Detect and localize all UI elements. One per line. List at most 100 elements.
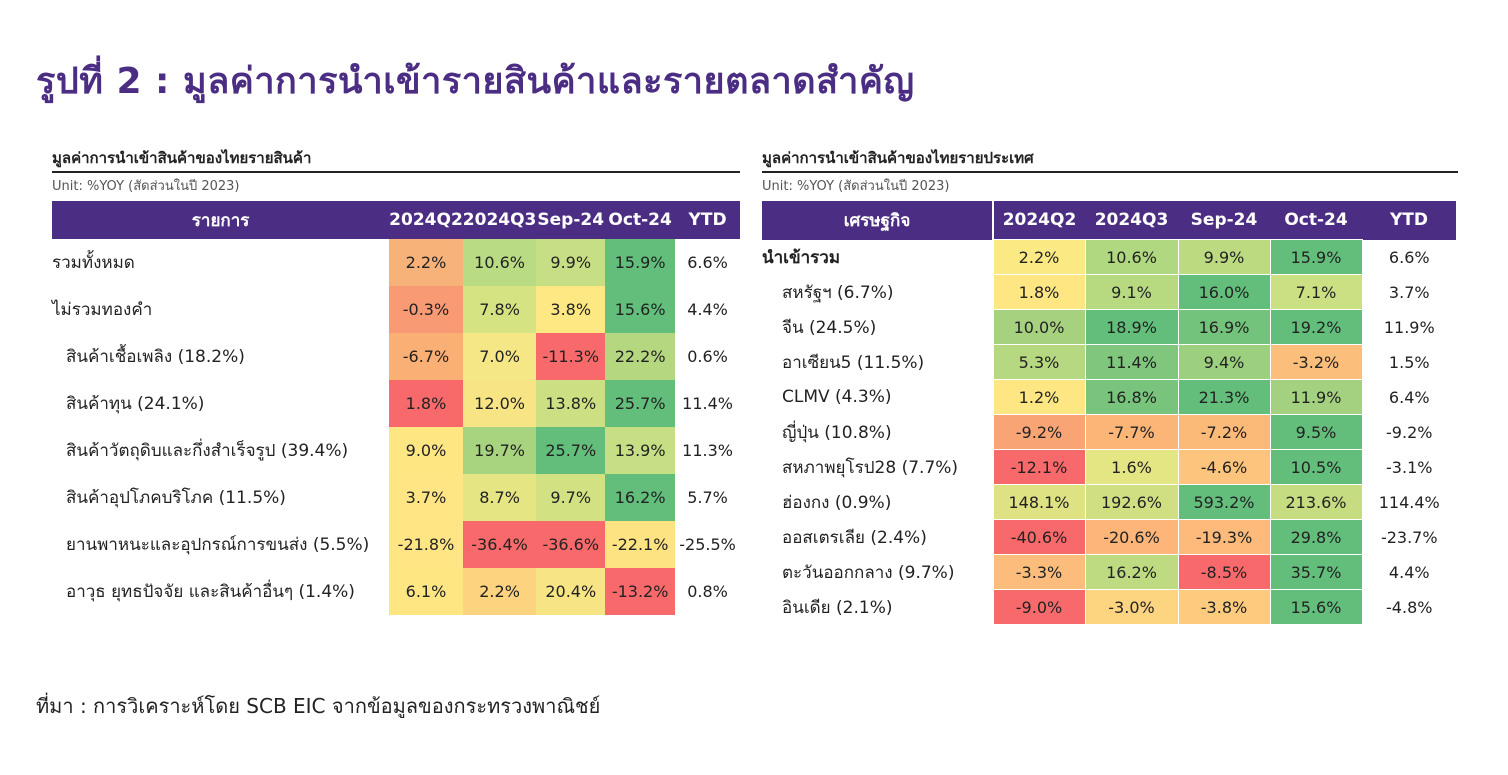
product-row-label: ยานพาหนะและอุปกรณ์การขนส่ง (5.5%) <box>66 535 370 555</box>
product-heat-cell: -22.1% <box>605 521 676 568</box>
product-heat-cell: 2.2% <box>389 239 463 286</box>
product-heat-cell: 9.0% <box>389 427 463 474</box>
country-heat-cell: 29.8% <box>1269 519 1363 555</box>
product-row-label: สินค้าทุน (24.1%) <box>66 394 205 414</box>
country-heat-cell: -20.6% <box>1084 519 1179 555</box>
country-row-label: อินเดีย (2.1%) <box>782 597 893 618</box>
country-heat-cell: -19.3% <box>1177 519 1271 555</box>
country-heat-cell: -40.6% <box>992 519 1086 555</box>
product-ytd-cell: 11.4% <box>675 380 740 427</box>
product-heat-cell: 15.6% <box>605 286 676 333</box>
country-row: สหภาพยุโรป28 (7.7%) -12.1% 1.6% -4.6% 10.5% -… <box>762 449 1456 485</box>
country-heat-cell: 5.3% <box>992 344 1086 380</box>
product-row: สินค้าเชื้อเพลิง (18.2%) -6.7% 7.0% -11.3% 2… <box>52 333 740 380</box>
product-heat-cell: 10.6% <box>462 239 537 286</box>
product-header-cell: Sep-24 <box>536 201 606 239</box>
country-row-label: ออสเตรเลีย (2.4%) <box>782 527 927 548</box>
country-ytd-cell: -23.7% <box>1362 519 1456 555</box>
country-heat-cell: 192.6% <box>1084 484 1179 520</box>
country-heat-cell: 15.9% <box>1269 239 1363 275</box>
country-heat-cell: -3.3% <box>992 554 1086 590</box>
product-row: สินค้าวัตถุดิบและกึ่งสำเร็จรูป (39.4%) 9.… <box>52 427 740 474</box>
product-import-panel: มูลค่าการนำเข้าสินค้าของไทยรายสินค้า Uni… <box>52 145 740 615</box>
product-header-cell: รายการ <box>52 201 390 239</box>
country-row-label: สหภาพยุโรป28 (7.7%) <box>782 457 959 478</box>
product-heat-cell: 7.8% <box>462 286 537 333</box>
country-heat-cell: -7.7% <box>1084 414 1179 450</box>
country-ytd-cell: 4.4% <box>1362 554 1456 590</box>
country-heat-cell: 21.3% <box>1177 379 1271 415</box>
product-header-cell: 2024Q2 <box>389 201 463 239</box>
product-ytd-cell: 0.8% <box>675 568 740 615</box>
country-heat-cell: 1.6% <box>1084 449 1179 485</box>
product-heat-cell: 9.9% <box>536 239 606 286</box>
country-heat-cell: 10.6% <box>1084 239 1179 275</box>
product-row-label: อาวุธ ยุทธปัจจัย และสินค้าอื่นๆ (1.4%) <box>66 582 355 602</box>
country-heat-cell: 593.2% <box>1177 484 1271 520</box>
country-header-cell: Sep-24 <box>1178 201 1270 240</box>
country-heat-cell: 7.1% <box>1269 274 1363 310</box>
country-row: CLMV (4.3%) 1.2% 16.8% 21.3% 11.9% 6.4% <box>762 379 1456 415</box>
country-table-header: เศรษฐกิจ 2024Q2 2024Q3 Sep-24 Oct-24 YTD <box>762 201 1456 240</box>
country-heat-cell: 35.7% <box>1269 554 1363 590</box>
country-row-label: ฮ่องกง (0.9%) <box>782 492 892 513</box>
product-heat-cell: 15.9% <box>605 239 676 286</box>
country-heat-cell: -9.0% <box>992 589 1086 625</box>
product-title-rule <box>52 171 740 173</box>
country-row: สหรัฐฯ (6.7%) 1.8% 9.1% 16.0% 7.1% 3.7% <box>762 274 1456 310</box>
product-row: รวมทั้งหมด 2.2% 10.6% 9.9% 15.9% 6.6% <box>52 239 740 286</box>
product-row-label: สินค้าวัตถุดิบและกึ่งสำเร็จรูป (39.4%) <box>66 441 349 461</box>
country-ytd-cell: 114.4% <box>1362 484 1456 520</box>
product-row: ไม่รวมทองคำ -0.3% 7.8% 3.8% 15.6% 4.4% <box>52 286 740 333</box>
product-ytd-cell: 4.4% <box>675 286 740 333</box>
page-title: รูปที่ 2 : มูลค่าการนำเข้ารายสินค้าและรา… <box>36 61 915 102</box>
country-heat-cell: 1.8% <box>992 274 1086 310</box>
product-heat-cell: 6.1% <box>389 568 463 615</box>
country-title-rule <box>762 171 1458 173</box>
country-heat-cell: 9.1% <box>1084 274 1179 310</box>
product-header-cell: YTD <box>675 201 740 239</box>
product-heat-cell: 1.8% <box>389 380 463 427</box>
country-row-label: สหรัฐฯ (6.7%) <box>782 282 894 303</box>
country-import-panel: มูลค่าการนำเข้าสินค้าของไทยรายประเทศ Uni… <box>762 145 1458 625</box>
product-row: ยานพาหนะและอุปกรณ์การขนส่ง (5.5%) -21.8% -… <box>52 521 740 568</box>
country-header-cell: 2024Q3 <box>1085 201 1178 240</box>
product-heat-cell: 2.2% <box>462 568 537 615</box>
country-heat-cell: 148.1% <box>992 484 1086 520</box>
country-heat-cell: 9.9% <box>1177 239 1271 275</box>
country-heat-cell: 11.9% <box>1269 379 1363 415</box>
country-heat-cell: 2.2% <box>992 239 1086 275</box>
product-table-unit: Unit: %YOY (สัดส่วนในปี 2023) <box>52 179 240 194</box>
product-table-header: รายการ 2024Q2 2024Q3 Sep-24 Oct-24 YTD <box>52 201 740 239</box>
product-heat-cell: 13.8% <box>536 380 606 427</box>
product-row-label: รวมทั้งหมด <box>52 253 135 273</box>
product-heat-cell: 3.7% <box>389 474 463 521</box>
product-heat-cell: -0.3% <box>389 286 463 333</box>
country-header-cell: Oct-24 <box>1270 201 1362 240</box>
country-ytd-cell: 3.7% <box>1362 274 1456 310</box>
country-table-unit: Unit: %YOY (สัดส่วนในปี 2023) <box>762 179 950 194</box>
product-heat-cell: 12.0% <box>462 380 537 427</box>
country-ytd-cell: 11.9% <box>1362 309 1456 345</box>
country-row: นำเข้ารวม 2.2% 10.6% 9.9% 15.9% 6.6% <box>762 239 1456 275</box>
product-heat-cell: -36.4% <box>462 521 537 568</box>
country-row: อาเซียน5 (11.5%) 5.3% 11.4% 9.4% -3.2% 1.5% <box>762 344 1456 380</box>
country-heat-cell: 16.0% <box>1177 274 1271 310</box>
country-heat-cell: 19.2% <box>1269 309 1363 345</box>
country-heat-cell: -3.0% <box>1084 589 1179 625</box>
product-heat-cell: 8.7% <box>462 474 537 521</box>
country-row: ตะวันออกกลาง (9.7%) -3.3% 16.2% -8.5% 35.7% 4… <box>762 554 1456 590</box>
product-ytd-cell: -25.5% <box>675 521 740 568</box>
product-heat-cell: -13.2% <box>605 568 676 615</box>
country-heat-cell: -4.6% <box>1177 449 1271 485</box>
country-heat-cell: 1.2% <box>992 379 1086 415</box>
country-header-cell: 2024Q2 <box>993 201 1085 240</box>
product-heat-cell: 25.7% <box>536 427 606 474</box>
country-ytd-cell: -4.8% <box>1362 589 1456 625</box>
country-heat-cell: 10.5% <box>1269 449 1363 485</box>
product-row: สินค้าอุปโภคบริโภค (11.5%) 3.7% 8.7% 9.7% 16… <box>52 474 740 521</box>
product-heat-cell: 25.7% <box>605 380 676 427</box>
country-row-label: ตะวันออกกลาง (9.7%) <box>782 562 955 583</box>
country-heat-cell: 9.5% <box>1269 414 1363 450</box>
country-heat-cell: -7.2% <box>1177 414 1271 450</box>
